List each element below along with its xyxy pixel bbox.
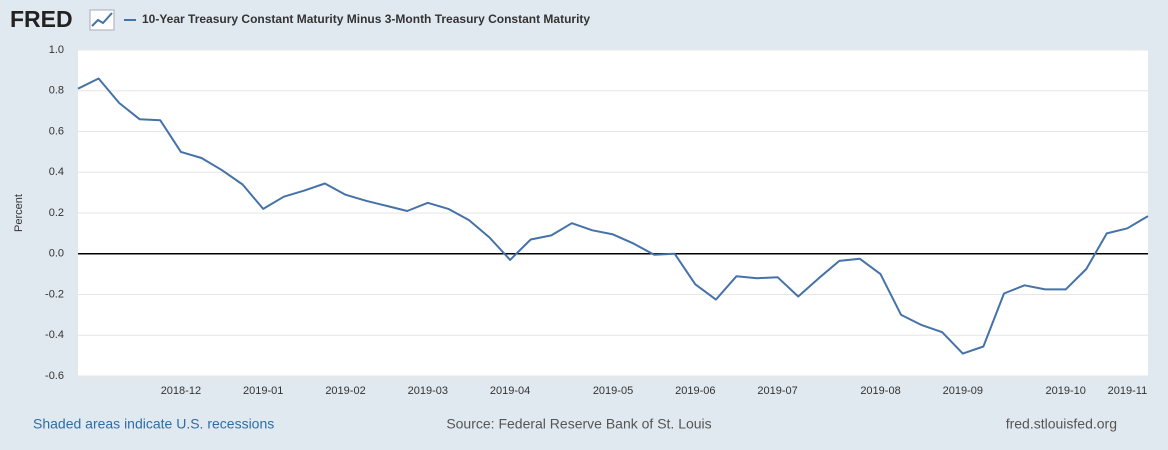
y-tick-label: 0.2 <box>49 207 64 219</box>
x-tick-label: 2019-08 <box>860 385 900 397</box>
y-tick-label: 0.6 <box>49 125 64 137</box>
brand-logo: FRED <box>10 6 73 32</box>
x-tick-label: 2019-09 <box>943 385 983 397</box>
x-tick-label: 2018-12 <box>161 385 201 397</box>
y-tick-label: -0.6 <box>45 370 64 382</box>
legend-label: 10-Year Treasury Constant Maturity Minus… <box>142 12 590 26</box>
x-tick-label: 2019-04 <box>490 385 530 397</box>
x-tick-label: 2019-06 <box>675 385 715 397</box>
recession-note[interactable]: Shaded areas indicate U.S. recessions <box>33 416 274 432</box>
y-tick-label: 0.0 <box>49 248 64 260</box>
y-tick-label: 1.0 <box>49 44 64 56</box>
y-tick-label: -0.4 <box>45 329 64 341</box>
x-tick-label: 2019-10 <box>1046 385 1086 397</box>
x-tick-label: 2019-07 <box>757 385 797 397</box>
site-link[interactable]: fred.stlouisfed.org <box>1006 416 1117 432</box>
data-line <box>77 77 1149 355</box>
x-tick-label: 2019-11 <box>1108 385 1148 397</box>
y-tick-label: -0.2 <box>45 288 64 300</box>
x-tick-label: 2019-01 <box>243 385 283 397</box>
source: Source: Federal Reserve Bank of St. Loui… <box>446 416 711 432</box>
logo-icon <box>89 9 115 31</box>
x-tick-label: 2019-05 <box>593 385 633 397</box>
y-axis-label: Percent <box>13 194 25 232</box>
x-tick-label: 2019-02 <box>325 385 365 397</box>
y-tick-label: 0.8 <box>49 85 64 97</box>
x-tick-label: 2019-03 <box>408 385 448 397</box>
y-tick-label: 0.4 <box>49 166 64 178</box>
